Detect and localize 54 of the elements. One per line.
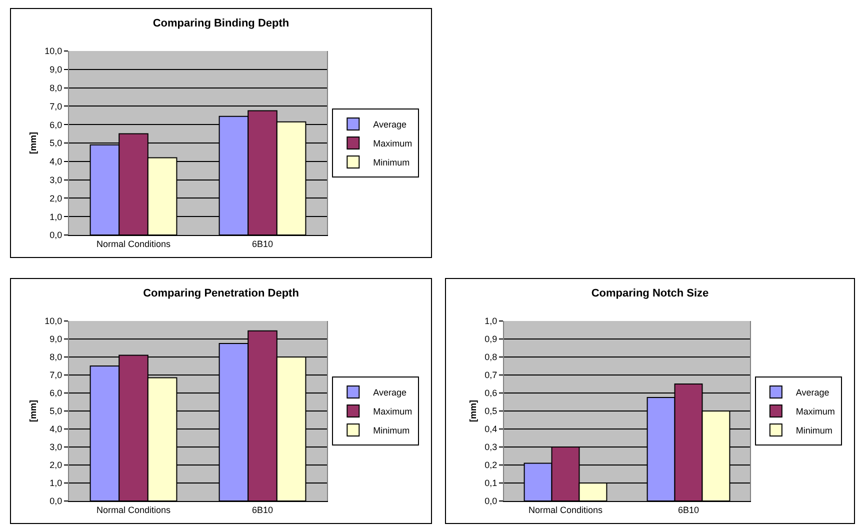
y-tick-label: 8,0 [50, 82, 62, 93]
chart-title: Comparing Penetration Depth [143, 287, 300, 300]
y-tick-label: 0,5 [484, 406, 498, 416]
legend-label: Maximum [373, 138, 412, 149]
legend-label: Minimum [373, 426, 410, 436]
y-tick-label: 0,9 [484, 334, 498, 344]
y-tick-label: 7,0 [50, 370, 62, 380]
chart-title: Comparing Binding Depth [152, 18, 290, 30]
y-tick-label: 9,0 [50, 64, 62, 75]
legend-label: Average [373, 120, 407, 130]
y-tick-label: 6,0 [50, 120, 62, 130]
x-tick-label: Normal Conditions [528, 504, 604, 515]
y-tick-label: 0,8 [484, 352, 498, 362]
x-tick-label: 6B10 [252, 238, 274, 249]
legend-label: Average [796, 388, 830, 398]
legend-label: Minimum [796, 426, 832, 436]
y-tick-label: 8,0 [50, 352, 62, 362]
y-tick-label: 1,0 [484, 316, 498, 326]
y-tick-label: 0,7 [484, 370, 498, 380]
y-tick-label: 0,0 [484, 496, 498, 506]
y-tick-label: 10,0 [44, 46, 62, 56]
x-tick-label: Normal Conditions [96, 504, 172, 515]
y-tick-label: 5,0 [50, 406, 62, 416]
y-tick-label: 3,0 [50, 442, 62, 452]
legend-label: Maximum [796, 406, 835, 417]
x-tick-label: 6B10 [678, 504, 700, 515]
y-tick-label: 7,0 [50, 101, 62, 112]
y-tick-label: 4,0 [50, 424, 62, 434]
x-tick-label: 6B10 [252, 504, 274, 515]
y-tick-label: 0,0 [50, 496, 62, 506]
y-tick-label: 0,4 [484, 424, 498, 434]
y-tick-label: 3,0 [50, 174, 62, 185]
y-tick-label: 1,0 [50, 212, 62, 222]
legend-label: Maximum [373, 406, 412, 417]
y-axis-title: [mm] [468, 400, 478, 422]
legend-label: Average [373, 388, 407, 398]
legend-label: Minimum [373, 158, 410, 168]
y-tick-label: 0,6 [484, 388, 498, 398]
y-tick-label: 0,0 [50, 230, 62, 240]
y-tick-label: 9,0 [50, 334, 62, 344]
y-axis-title: [mm] [28, 400, 38, 422]
y-tick-label: 0,3 [484, 442, 498, 452]
y-tick-label: 1,0 [50, 478, 62, 488]
y-tick-label: 0,1 [484, 478, 498, 488]
y-tick-label: 0,2 [484, 460, 498, 470]
y-tick-label: 2,0 [50, 193, 62, 204]
y-tick-label: 4,0 [50, 156, 62, 167]
y-tick-label: 10,0 [44, 316, 62, 326]
chart-title: Comparing Notch Size [591, 287, 709, 300]
x-tick-label: Normal Conditions [96, 238, 172, 249]
y-tick-label: 2,0 [50, 460, 62, 470]
y-tick-label: 6,0 [50, 388, 62, 398]
y-tick-label: 5,0 [50, 138, 62, 148]
y-axis-title: [mm] [28, 132, 38, 154]
